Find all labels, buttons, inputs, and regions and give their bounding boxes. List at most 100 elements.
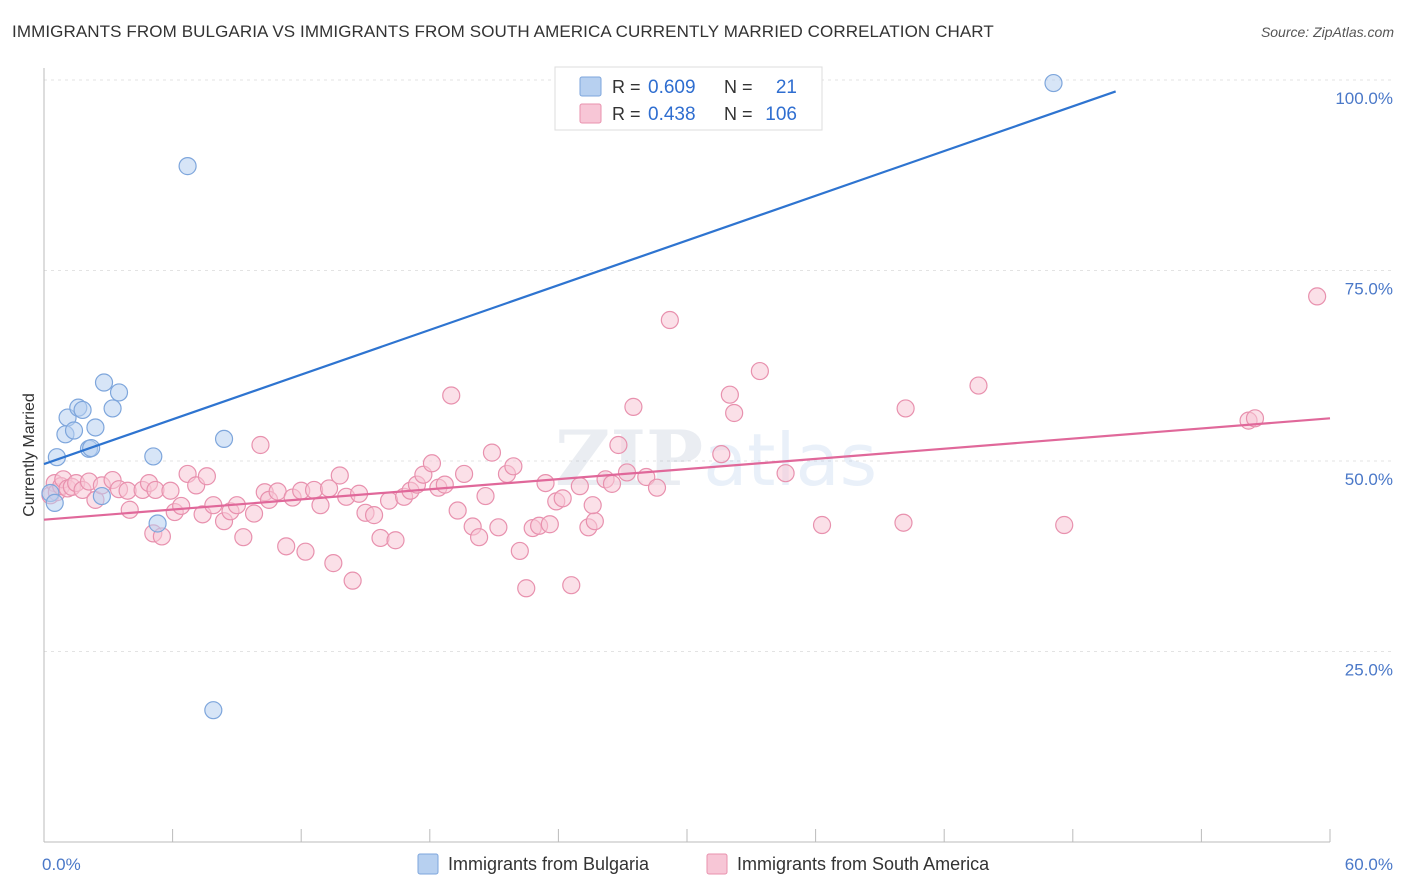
scatter-point	[712, 445, 731, 464]
scatter-point	[570, 477, 589, 496]
top-legend: R = 0.609 N = 21 R = 0.438 N = 106	[554, 66, 823, 131]
legend-blue-n-value: 21	[776, 77, 797, 98]
scatter-point	[585, 512, 604, 531]
scatter-point	[386, 531, 405, 550]
scatter-point	[448, 501, 467, 520]
scatter-point	[517, 579, 536, 598]
scatter-point	[178, 157, 197, 176]
bottom-legend: Immigrants from Bulgaria Immigrants from…	[417, 853, 990, 875]
scatter-point	[894, 513, 913, 532]
watermark-text: ZIPatlas	[555, 414, 877, 503]
scatter-point	[364, 506, 384, 525]
legend-pink-r-label: R =	[612, 104, 641, 124]
scatter-point	[304, 480, 324, 500]
scatter-point	[103, 399, 122, 418]
scatter-point	[442, 386, 461, 405]
scatter-point	[469, 528, 489, 547]
y-tick-label: 25.0%	[1345, 661, 1393, 680]
scatter-point	[540, 515, 559, 534]
y-tick-labels: 25.0% 50.0% 75.0% 100.0%	[1335, 89, 1393, 680]
scatter-point	[562, 576, 581, 595]
bottom-legend-pink-label: Immigrants from South America	[737, 854, 990, 874]
x-tick-label-min: 0.0%	[42, 855, 81, 874]
scatter-point	[609, 435, 628, 455]
legend-pink-swatch	[579, 103, 602, 124]
x-tick-marks	[43, 829, 1331, 842]
scatter-point	[969, 376, 988, 395]
scatter-point	[435, 475, 454, 494]
scatter-point	[624, 397, 643, 416]
scatter-point	[536, 473, 555, 493]
scatter-point	[371, 528, 390, 548]
scatter-point	[812, 515, 832, 535]
scatter-point	[725, 403, 744, 423]
scatter-point	[109, 383, 129, 402]
scatter-point	[94, 373, 114, 392]
blue-series-points	[41, 73, 1063, 720]
scatter-point	[64, 421, 84, 440]
scatter-point	[343, 571, 362, 590]
legend-pink-r-value: 0.438	[648, 104, 696, 125]
bottom-legend-blue-label: Immigrants from Bulgaria	[448, 854, 650, 874]
scatter-point	[660, 310, 679, 330]
x-tick-label-max: 60.0%	[1345, 855, 1393, 874]
scatter-point	[45, 493, 64, 513]
scatter-point	[86, 418, 105, 437]
scatter-point	[1044, 73, 1063, 93]
scatter-point	[234, 528, 253, 547]
scatter-point	[144, 447, 163, 466]
bottom-legend-pink-swatch	[706, 853, 728, 875]
scatter-point	[1055, 515, 1074, 535]
legend-blue-r-label: R =	[612, 77, 641, 97]
source-label: Source: ZipAtlas.com	[1260, 24, 1394, 40]
scatter-point	[476, 486, 495, 506]
scatter-point	[120, 500, 139, 519]
y-tick-label: 100.0%	[1335, 89, 1393, 108]
scatter-point	[330, 466, 349, 485]
scatter-point	[647, 478, 667, 497]
watermark: ZIPatlas	[555, 414, 877, 503]
scatter-point	[251, 435, 270, 455]
scatter-point	[602, 474, 622, 493]
legend-blue-n-label: N =	[724, 77, 753, 97]
scatter-point	[454, 464, 474, 484]
bottom-legend-blue-swatch	[417, 853, 439, 875]
pink-trend-line	[43, 417, 1331, 521]
legend-blue-r-value: 0.609	[648, 77, 696, 98]
scatter-point	[1245, 409, 1265, 428]
scatter-point	[379, 491, 399, 510]
y-tick-label: 50.0%	[1345, 470, 1393, 489]
scatter-point	[277, 537, 296, 556]
blue-trend-line	[43, 90, 1117, 466]
scatter-point	[510, 541, 529, 561]
y-tick-label: 75.0%	[1345, 280, 1393, 299]
scatter-point	[311, 496, 330, 515]
scatter-point	[161, 481, 180, 500]
scatter-point	[489, 518, 508, 537]
scatter-point	[92, 486, 111, 506]
scatter-point	[204, 701, 223, 720]
y-axis-label: Currently Married	[21, 393, 38, 517]
scatter-point	[148, 514, 167, 533]
chart-title: IMMIGRANTS FROM BULGARIA VS IMMIGRANTS F…	[12, 22, 994, 41]
scatter-point	[244, 504, 264, 523]
scatter-point	[750, 361, 769, 381]
scatter-point	[1308, 287, 1327, 306]
scatter-point	[720, 385, 739, 404]
scatter-point	[73, 400, 92, 420]
legend-pink-n-value: 106	[765, 104, 797, 125]
scatter-point	[553, 489, 572, 508]
scatter-point	[197, 467, 216, 486]
scatter-point	[896, 399, 915, 418]
scatter-point	[422, 454, 442, 473]
scatter-point	[504, 457, 523, 476]
legend-pink-n-label: N =	[724, 104, 753, 124]
scatter-point	[583, 496, 602, 515]
legend-blue-swatch	[579, 76, 602, 97]
scatter-point	[324, 554, 343, 573]
scatter-point	[296, 542, 315, 561]
grid-lines	[44, 79, 1392, 652]
scatter-point	[172, 496, 191, 516]
scatter-point	[482, 443, 502, 462]
